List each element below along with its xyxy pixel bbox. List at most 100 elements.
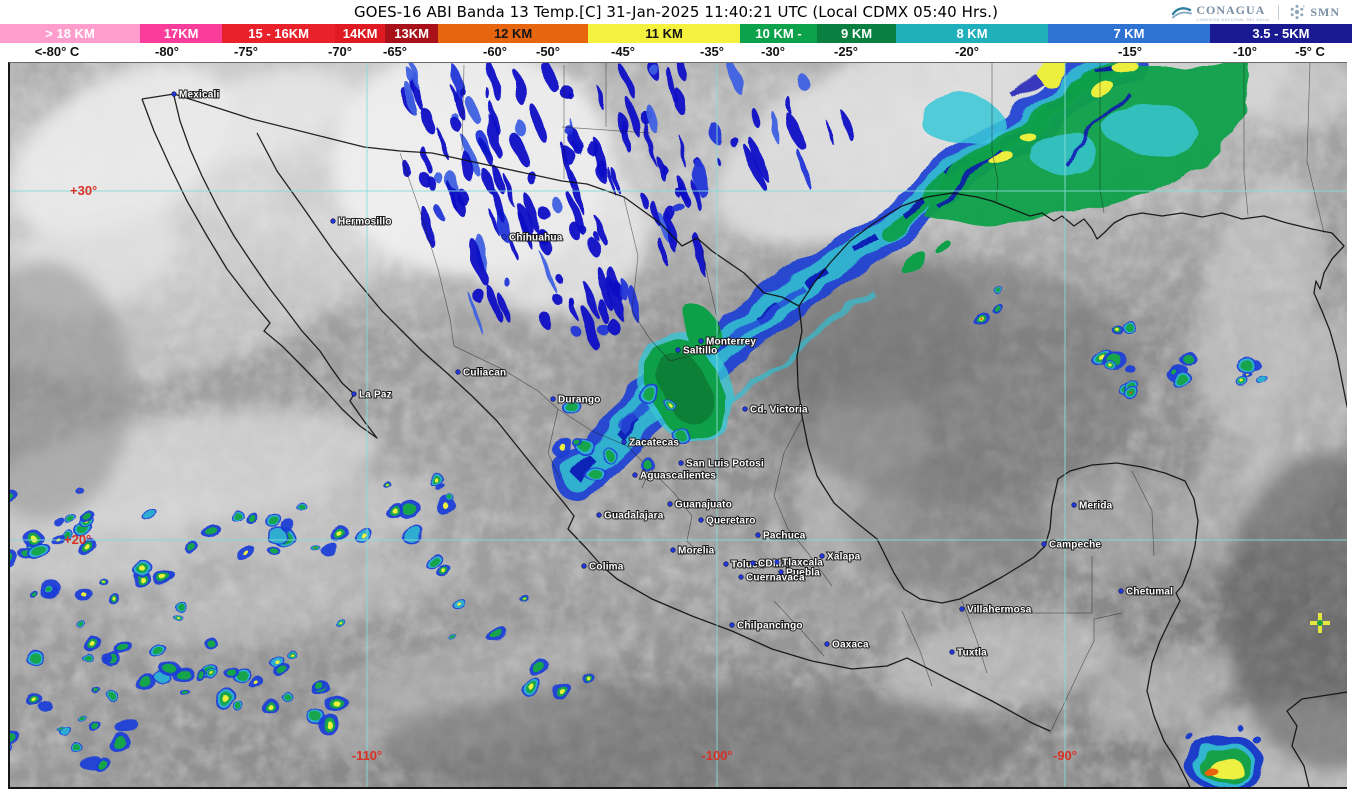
- scale-segment: 3.5 - 5KM: [1209, 24, 1352, 43]
- city-label: Chilpancingo: [737, 621, 803, 632]
- city-marker: Aguascalientes: [632, 470, 717, 483]
- city-marker: Villahermosa: [959, 604, 1033, 617]
- frontal-cloud-band: [555, 63, 1254, 501]
- latitude-label: +30°: [70, 183, 97, 198]
- city-marker: Mexicali: [171, 89, 220, 102]
- city-dot: [959, 606, 965, 612]
- city-label: Monterrey: [706, 337, 756, 348]
- city-dot: [678, 460, 684, 466]
- city-label: Merida: [1079, 501, 1113, 512]
- city-dot: [1118, 588, 1124, 594]
- city-dot: [729, 622, 735, 628]
- southeast-storm: [1184, 725, 1264, 787]
- city-label: Pachuca: [763, 531, 806, 542]
- city-marker: Durango: [550, 394, 601, 407]
- high-cloud-speckle-layer: [401, 63, 853, 351]
- city-dot: [675, 347, 681, 353]
- scale-segment: 17KM: [140, 24, 223, 43]
- longitude-label: -100°: [701, 748, 732, 763]
- city-label: Tlaxcala: [782, 558, 823, 569]
- temperature-label: -10°: [1233, 44, 1257, 59]
- temperature-label: <-80° C: [34, 44, 80, 59]
- city-label: Villahermosa: [967, 605, 1032, 616]
- city-dot: [596, 512, 602, 518]
- city-dot: [819, 553, 825, 559]
- city-marker: Tlaxcala: [774, 557, 824, 570]
- city-label: Campeche: [1049, 540, 1101, 551]
- conagua-wordmark: CONAGUA: [1196, 2, 1266, 17]
- city-dot: [698, 517, 704, 523]
- temperature-label: -50°: [536, 44, 560, 59]
- city-label: Queretaro: [706, 516, 756, 527]
- city-label: Saltillo: [683, 346, 717, 357]
- temperature-label: -45°: [611, 44, 635, 59]
- city-label: Guanajuato: [675, 500, 732, 511]
- city-dot: [351, 391, 357, 397]
- smn-wordmark: SMN: [1310, 4, 1340, 19]
- city-label: Tuxtla: [957, 648, 987, 659]
- city-marker: Colima: [581, 561, 625, 574]
- temperature-label-row: <-80° C -80° -75° -70° -65° -60° -50° -45° -35° -…: [0, 43, 1352, 62]
- temperature-label: -20°: [955, 44, 979, 59]
- coordinate-labels-layer: +30° +20° -110° -100° -90°: [64, 183, 1077, 763]
- city-dot: [670, 547, 676, 553]
- city-marker: Morelia: [670, 545, 715, 558]
- city-marker: Xalapa: [819, 551, 861, 564]
- city-marker: Monterrey: [698, 336, 757, 349]
- scale-segment: 14KM: [335, 24, 386, 43]
- scale-segment: > 18 KM: [0, 24, 141, 43]
- city-dot: [738, 574, 744, 580]
- longitude-label: -110°: [352, 748, 383, 763]
- convective-cells-layer: [10, 287, 1269, 771]
- city-marker: Zacatecas: [621, 437, 680, 450]
- city-marker: Toluca: [723, 559, 765, 572]
- city-dot: [698, 338, 704, 344]
- city-marker: La Paz: [351, 389, 393, 402]
- city-marker: Tuxtla: [949, 647, 988, 660]
- city-marker: Hermosillo: [330, 216, 392, 229]
- city-label: Chetumal: [1126, 587, 1173, 598]
- city-label: Morelia: [678, 546, 715, 557]
- scale-segment: 15 - 16KM: [222, 24, 336, 43]
- temperature-label: -60°: [483, 44, 507, 59]
- city-label: Culiacan: [463, 368, 506, 379]
- city-dot: [550, 396, 556, 402]
- city-label: San Luis Potosi: [686, 459, 764, 470]
- city-marker: Cuernavaca: [738, 572, 806, 585]
- city-dot: [1071, 502, 1077, 508]
- scale-segment: 13KM: [385, 24, 439, 43]
- coordinate-grid-layer: [10, 63, 1347, 787]
- city-label: Colima: [589, 562, 624, 573]
- latitude-label: +20°: [64, 532, 91, 547]
- logo-divider: [1278, 4, 1280, 20]
- temperature-label: -75°: [234, 44, 258, 59]
- city-marker: Merida: [1071, 500, 1113, 513]
- scale-segment: 12 KM: [438, 24, 589, 43]
- city-label: Cd. Victoria: [750, 405, 808, 416]
- city-label: Puebla: [786, 568, 820, 579]
- city-marker: Pachuca: [755, 530, 807, 543]
- city-label: Mexicali: [179, 90, 220, 101]
- temperature-label: -35°: [700, 44, 724, 59]
- city-dot: [824, 641, 830, 647]
- state-boundary-layer: [399, 63, 1325, 734]
- city-dot: [455, 369, 461, 375]
- scale-segment: 9 KM: [817, 24, 897, 43]
- temperature-label: -5° C: [1295, 44, 1325, 59]
- city-dot: [667, 501, 673, 507]
- temperature-label: -25°: [834, 44, 858, 59]
- longitude-label: -90°: [1053, 748, 1077, 763]
- city-label: Cuernavaca: [746, 573, 805, 584]
- city-dot: [632, 472, 638, 478]
- city-dot: [1041, 541, 1047, 547]
- city-label: Xalapa: [827, 552, 861, 563]
- city-label: La Paz: [359, 390, 392, 401]
- city-marker: Guanajuato: [667, 499, 733, 512]
- scale-segment: 11 KM: [588, 24, 741, 43]
- city-marker: Campeche: [1041, 539, 1102, 552]
- smn-logo: SMN: [1288, 3, 1340, 21]
- title-bar: GOES-16 ABI Banda 13 Temp.[C] 31-Jan-202…: [0, 0, 1352, 24]
- city-marker: Guadalajara: [596, 510, 664, 523]
- city-dot: [778, 569, 784, 575]
